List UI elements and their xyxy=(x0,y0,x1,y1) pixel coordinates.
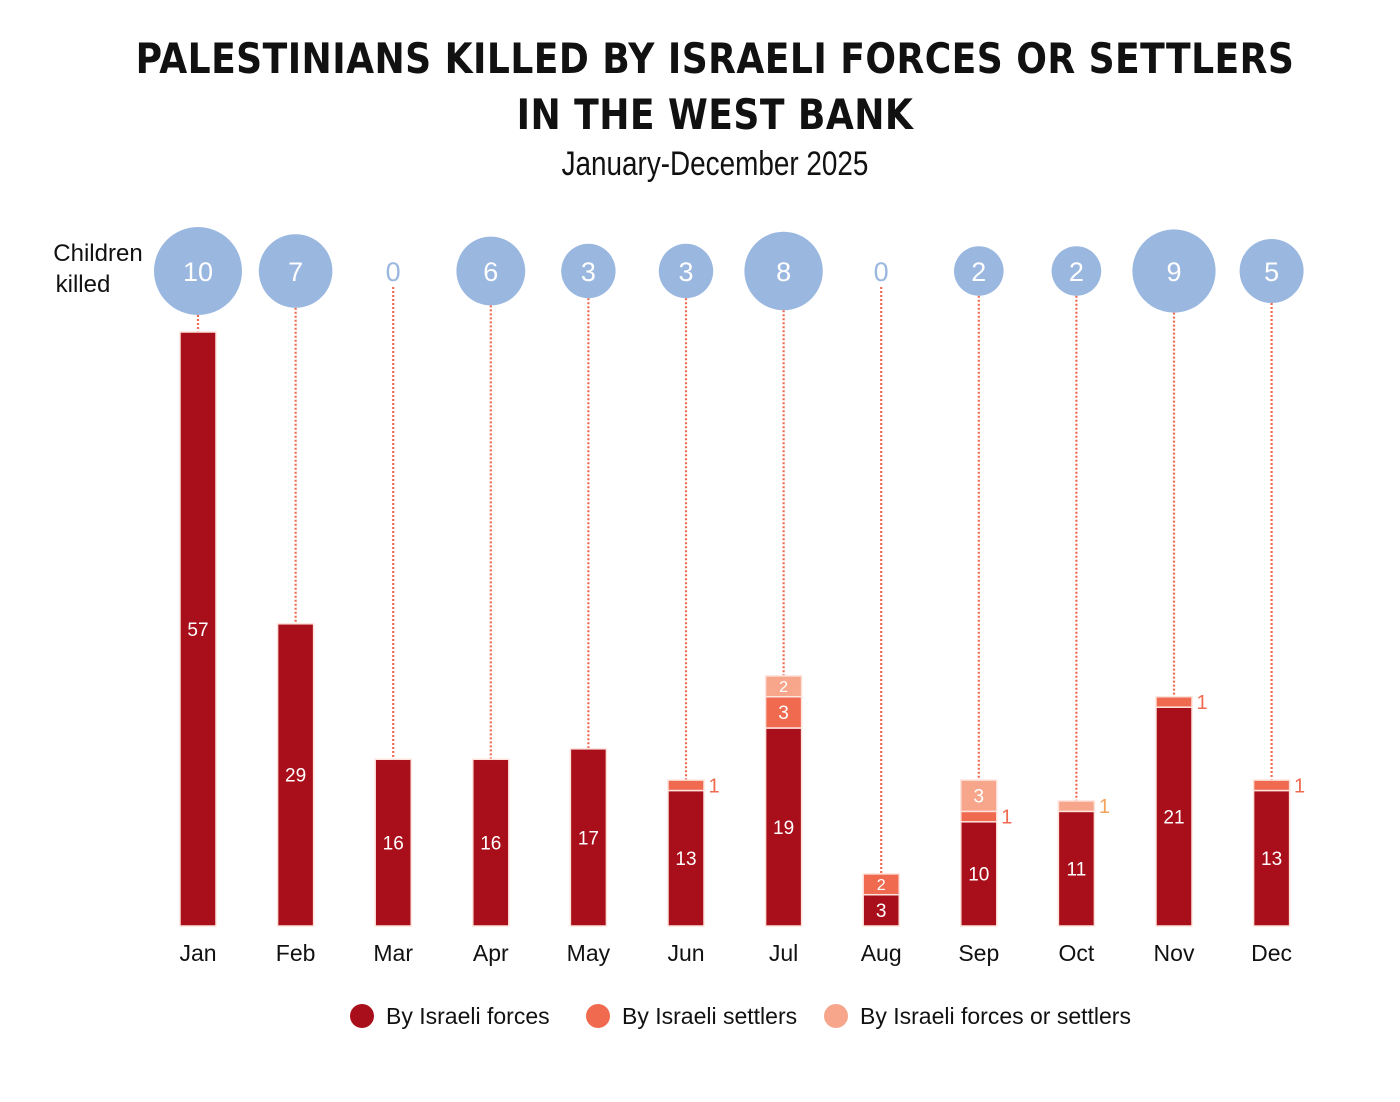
chart-title-line-1: PALESTINIANS KILLED BY ISRAELI FORCES OR… xyxy=(135,34,1295,83)
children-count-label: 8 xyxy=(776,257,791,287)
bar-segment-jan-series-0 xyxy=(179,331,217,927)
legend-label-1: By Israeli settlers xyxy=(622,1003,797,1029)
x-tick-label: May xyxy=(567,940,611,966)
bar-value-label: 29 xyxy=(285,766,306,787)
legend-swatch-1 xyxy=(586,1004,610,1028)
bar-segment-dec-series-0 xyxy=(1252,789,1291,927)
bar-value-label: 13 xyxy=(675,849,696,870)
chart-subtitle: January-December 2025 xyxy=(561,145,869,183)
children-bubble-oct xyxy=(1051,246,1102,296)
bar-value-label: 16 xyxy=(480,833,501,854)
children-count-label: 3 xyxy=(678,257,693,287)
legend-label-2: By Israeli forces or settlers xyxy=(860,1003,1131,1029)
bar-segment-nov-series-0 xyxy=(1155,706,1193,927)
bar-segment-aug-series-1 xyxy=(862,873,900,896)
children-killed-label-line-2: killed xyxy=(56,271,111,298)
x-tick-label: Jan xyxy=(179,940,216,966)
children-bubble-sep xyxy=(954,246,1004,296)
bar-value-label-outside: 1 xyxy=(1099,796,1110,818)
children-count-label: 0 xyxy=(874,257,889,287)
bar-value-label: 2 xyxy=(779,679,788,696)
bar-segment-oct-series-0 xyxy=(1057,810,1096,927)
children-count-label: 3 xyxy=(581,257,596,287)
bar-segment-jul-series-0 xyxy=(764,727,803,927)
bar-value-label: 10 xyxy=(968,865,989,886)
x-tick-label: Apr xyxy=(473,940,509,966)
children-bubble-feb xyxy=(258,234,333,308)
bar-value-label-outside: 1 xyxy=(708,775,719,797)
children-count-label: 9 xyxy=(1166,257,1181,287)
bar-value-label: 17 xyxy=(578,828,599,849)
chart-title-line-2: IN THE WEST BANK xyxy=(516,90,914,139)
children-bubble-may xyxy=(561,243,616,299)
children-killed-label-line-1: Children xyxy=(53,240,142,267)
children-count-label: 2 xyxy=(1069,257,1084,287)
bar-segment-sep-series-2 xyxy=(960,779,998,813)
bar-value-label: 16 xyxy=(383,833,404,854)
bar-value-label: 2 xyxy=(877,877,886,894)
bar-segment-nov-series-1 xyxy=(1155,695,1193,708)
children-count-label: 10 xyxy=(183,257,213,287)
bar-segment-sep-series-1 xyxy=(960,810,998,823)
children-bubble-nov xyxy=(1132,229,1216,313)
children-bubble-jun xyxy=(658,243,714,299)
children-bubble-jan xyxy=(154,227,242,315)
x-tick-label: Oct xyxy=(1059,940,1095,966)
x-tick-label: Aug xyxy=(861,940,902,966)
bar-value-label: 13 xyxy=(1261,849,1282,870)
bar-segment-jun-series-1 xyxy=(667,779,705,792)
bar-segment-oct-series-2 xyxy=(1057,800,1096,813)
children-bubble-apr xyxy=(456,236,526,306)
legend-swatch-0 xyxy=(350,1004,374,1028)
legend-label-0: By Israeli forces xyxy=(386,1003,550,1029)
children-count-label: 7 xyxy=(288,257,303,287)
bar-value-label-outside: 1 xyxy=(1196,692,1207,714)
bar-segment-aug-series-0 xyxy=(862,893,900,927)
bar-value-label: 11 xyxy=(1067,860,1087,881)
bar-segment-dec-series-1 xyxy=(1252,779,1291,792)
bar-value-label-outside: 1 xyxy=(1294,775,1305,797)
children-count-label: 0 xyxy=(386,257,401,287)
x-tick-label: Feb xyxy=(276,940,316,966)
bar-segment-may-series-0 xyxy=(569,748,608,927)
x-tick-label: Nov xyxy=(1154,940,1195,966)
children-count-label: 6 xyxy=(483,257,498,287)
x-tick-label: Jul xyxy=(769,940,798,966)
children-bubble-jul xyxy=(744,231,823,311)
legend: By Israeli forces By Israeli settlers By I… xyxy=(350,1003,1131,1029)
bar-value-label: 57 xyxy=(187,620,208,641)
bar-segment-mar-series-0 xyxy=(374,758,412,927)
bar-value-label: 19 xyxy=(773,818,794,839)
bar-segment-apr-series-0 xyxy=(472,758,510,927)
x-tick-label: Jun xyxy=(667,940,704,966)
x-tick-label: Sep xyxy=(958,940,999,966)
bar-segment-feb-series-0 xyxy=(276,623,315,927)
bar-value-label-outside: 1 xyxy=(1001,807,1012,829)
children-bubble-dec xyxy=(1239,239,1304,303)
bar-value-label: 3 xyxy=(876,901,887,922)
bar-segment-jul-series-2 xyxy=(764,675,803,698)
bar-value-label: 3 xyxy=(778,703,789,724)
bar-value-label: 21 xyxy=(1163,807,1184,828)
legend-swatch-2 xyxy=(824,1004,848,1028)
x-tick-label: Mar xyxy=(373,940,413,966)
children-count-label: 2 xyxy=(971,257,986,287)
x-tick-label: Dec xyxy=(1251,940,1292,966)
bar-value-label: 3 xyxy=(974,787,985,808)
bar-segment-jul-series-1 xyxy=(764,695,803,729)
children-count-label: 5 xyxy=(1264,257,1279,287)
